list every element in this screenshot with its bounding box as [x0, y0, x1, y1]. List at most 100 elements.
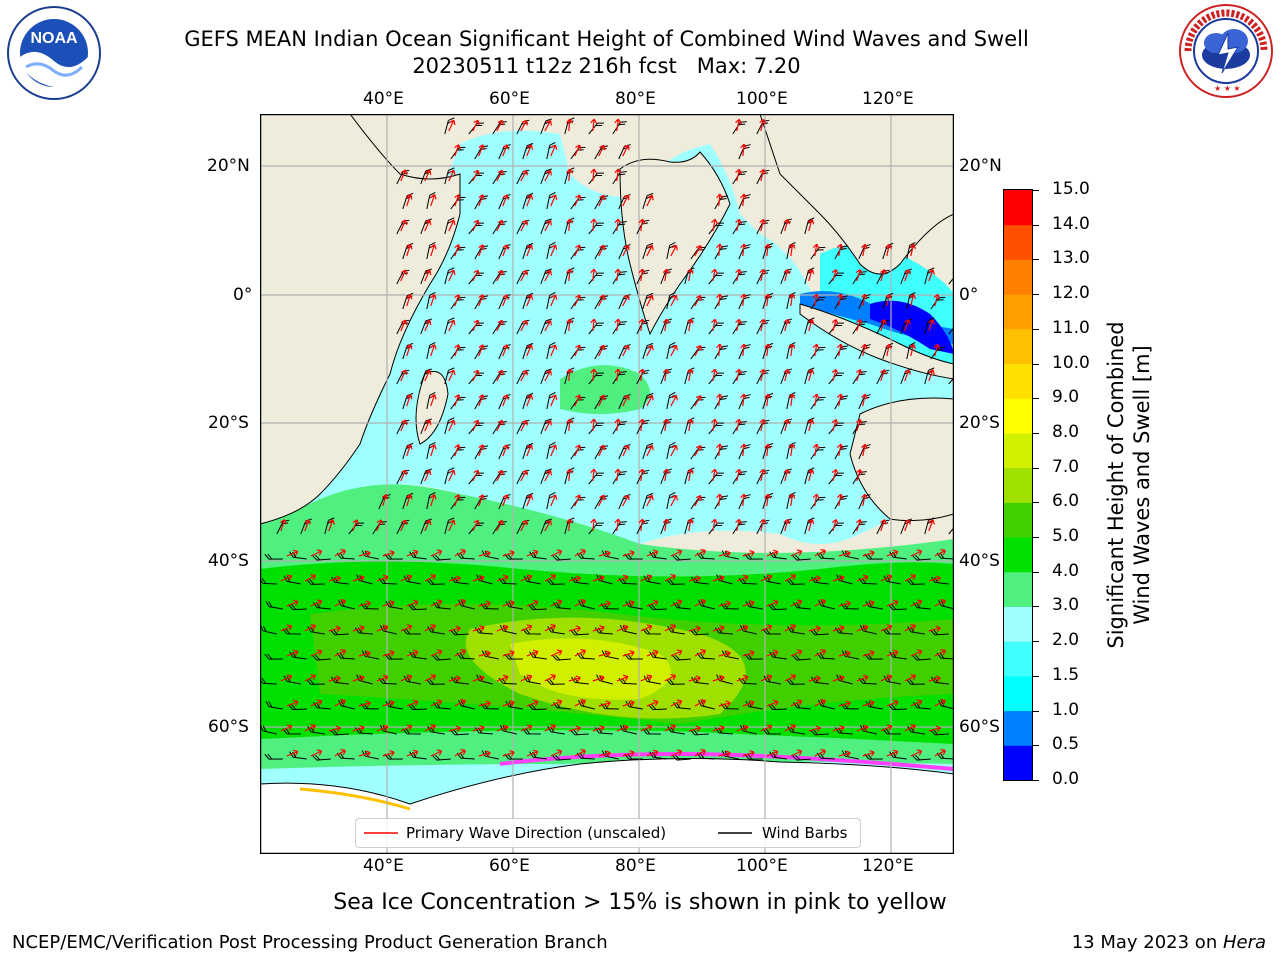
wave-direction-arrow — [616, 724, 629, 732]
wave-direction-arrow — [478, 244, 485, 257]
wave-direction-arrow — [662, 268, 670, 282]
wind-barb — [456, 552, 475, 560]
wave-direction-arrow — [526, 294, 534, 307]
wave-direction-arrow — [640, 624, 653, 632]
wave-direction-arrow — [550, 444, 558, 457]
wave-direction-arrow — [662, 368, 670, 382]
wind-barb — [576, 752, 595, 760]
wave-direction-arrow — [670, 699, 683, 707]
wave-direction-arrow — [526, 649, 539, 657]
wave-direction-arrow — [550, 394, 558, 407]
wave-direction-arrow — [502, 444, 510, 457]
wind-barb — [264, 753, 283, 760]
wave-direction-arrow — [520, 219, 528, 232]
wave-direction-arrow — [686, 318, 694, 332]
wave-direction-arrow — [740, 493, 748, 507]
wave-direction-arrow — [280, 574, 293, 582]
wave-direction-arrow — [280, 724, 293, 732]
wind-barb — [312, 754, 331, 761]
wave-direction-arrow — [831, 368, 839, 382]
wind-barb — [732, 221, 747, 235]
colorbar-label: Significant Height of Combined Wind Wave… — [1103, 275, 1155, 695]
wave-direction-arrow — [405, 244, 413, 257]
wave-direction-arrow — [646, 599, 659, 607]
wave-direction-arrow — [280, 674, 293, 682]
wave-direction-arrow — [478, 294, 485, 307]
wave-direction-arrow — [430, 294, 437, 307]
wind-barb — [666, 291, 676, 310]
colorbar-tick-label: 5.0 — [1052, 526, 1080, 547]
colorbar-segment — [1004, 537, 1032, 573]
wave-direction-arrow — [614, 168, 622, 182]
wave-direction-arrow — [862, 550, 875, 557]
wave-direction-arrow — [430, 344, 437, 357]
wave-direction-arrow — [568, 575, 581, 583]
wave-direction-arrow — [928, 625, 941, 633]
wind-barb — [732, 321, 747, 335]
wind-barb — [912, 654, 931, 661]
wave-direction-arrow — [310, 549, 323, 557]
wave-direction-arrow — [400, 169, 408, 182]
sea-ice-edge-west — [299, 787, 411, 811]
wave-direction-arrow — [759, 518, 767, 532]
wave-direction-arrow — [568, 625, 581, 633]
wave-direction-arrow — [454, 144, 461, 157]
wave-direction-arrow — [496, 269, 504, 282]
wind-barb — [456, 652, 475, 660]
wave-direction-arrow — [716, 293, 724, 307]
wave-direction-arrow — [862, 750, 875, 757]
wave-direction-arrow — [880, 674, 893, 682]
wave-direction-arrow — [686, 368, 694, 382]
wave-direction-arrow — [886, 649, 899, 657]
wave-direction-arrow — [334, 599, 346, 607]
wave-direction-arrow — [544, 319, 552, 332]
lat-tick-40s: 40°S — [208, 551, 249, 571]
wave-direction-arrow — [424, 369, 432, 382]
wave-direction-arrow — [448, 625, 461, 633]
chart-title: GEFS MEAN Indian Ocean Significant Heigh… — [184, 27, 1029, 51]
lon-tick-60e-bottom: 60°E — [489, 856, 530, 876]
wave-direction-arrow — [904, 519, 911, 532]
lon-tick-60e: 60°E — [489, 89, 530, 109]
wind-barb — [696, 552, 715, 560]
wave-direction-arrow — [766, 599, 779, 607]
wave-direction-arrow — [759, 218, 767, 232]
wave-direction-arrow — [735, 418, 742, 432]
wave-direction-arrow — [496, 319, 504, 332]
wind-barb — [666, 391, 676, 410]
colorbar-tick-label: 10.0 — [1052, 352, 1090, 373]
wave-direction-arrow — [566, 118, 574, 132]
wave-direction-arrow — [526, 444, 534, 457]
wave-direction-arrow — [638, 318, 646, 332]
wind-barbs-legend-swatch — [718, 832, 752, 834]
wind-barb — [816, 652, 835, 660]
wind-barb — [714, 345, 729, 360]
wind-barb — [576, 652, 595, 660]
lon-tick-100e-bottom: 100°E — [736, 856, 788, 876]
colorbar — [1003, 189, 1033, 781]
wave-direction-arrow — [910, 649, 923, 657]
wave-direction-arrow — [406, 649, 419, 657]
chart-subtitle: 20230511 t12z 216h fcst Max: 7.20 — [412, 54, 801, 78]
wave-direction-arrow — [574, 444, 582, 457]
wave-direction-arrow — [574, 749, 586, 757]
wave-direction-arrow — [670, 549, 683, 557]
lat-tick-20n: 20°N — [207, 156, 250, 176]
wave-direction-arrow — [788, 393, 796, 407]
wave-direction-arrow — [904, 319, 911, 332]
wave-direction-arrow — [502, 344, 510, 357]
wave-direction-arrow — [478, 444, 485, 457]
wave-direction-arrow — [550, 344, 558, 357]
wave-direction-arrow — [664, 674, 676, 682]
wind-barb — [672, 554, 691, 561]
wave-direction-arrow — [638, 218, 646, 232]
wave-direction-arrow — [783, 218, 791, 232]
wind-barb — [264, 553, 283, 560]
wave-contour-3m-tropics — [560, 365, 650, 414]
wave-direction-arrow — [574, 494, 582, 507]
wave-direction-arrow — [430, 394, 437, 407]
wave-direction-arrow — [430, 194, 437, 207]
map-panel — [260, 114, 954, 854]
wave-direction-arrow — [592, 575, 605, 582]
wave-direction-arrow — [566, 468, 574, 482]
